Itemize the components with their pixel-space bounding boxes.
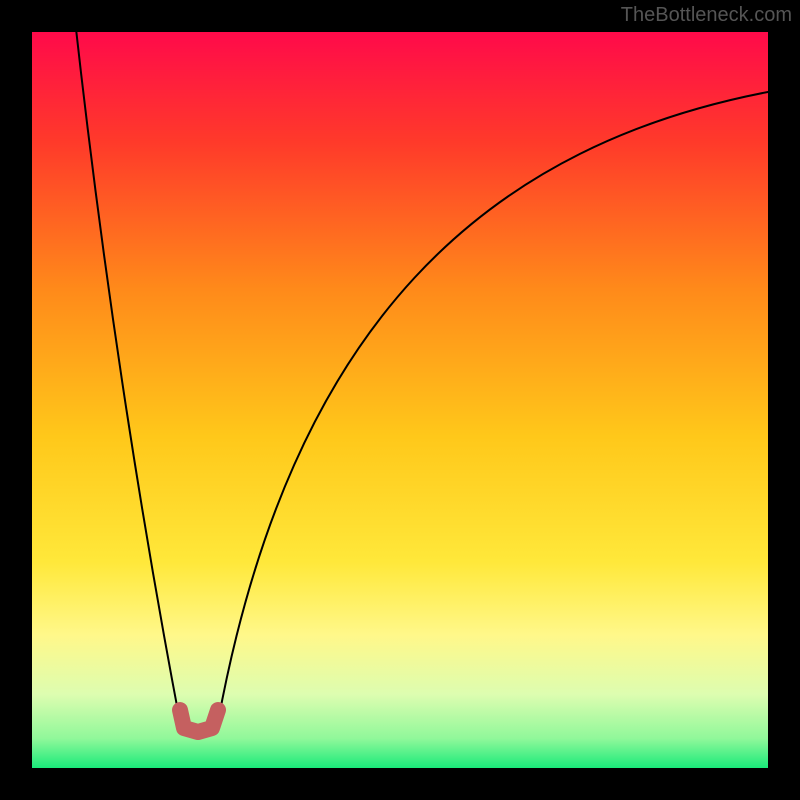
chart-container: TheBottleneck.com xyxy=(0,0,800,800)
watermark-text: TheBottleneck.com xyxy=(621,4,792,27)
chart-background-gradient xyxy=(32,32,768,768)
bottleneck-chart xyxy=(0,0,800,800)
